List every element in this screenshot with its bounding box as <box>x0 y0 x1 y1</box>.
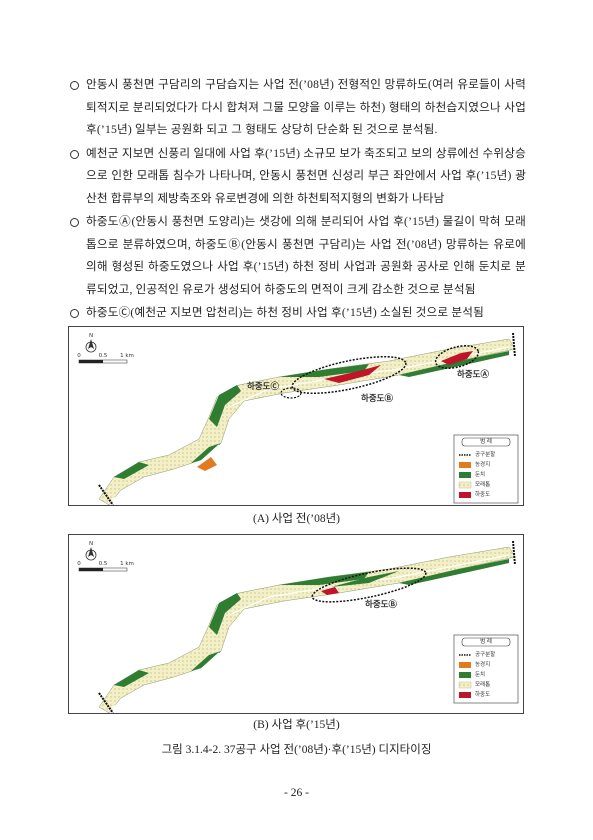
scale-label: 0 <box>77 353 81 359</box>
map: N 0 0.5 1 km 하중도Ⓒ 하중도Ⓑ 하중도Ⓐ 범 례 공구분할 농경지… <box>77 332 519 506</box>
figure-subcaption: (A) 사업 전(’08년) <box>252 513 341 525</box>
map-label: 하중도Ⓑ <box>361 393 393 404</box>
scale-label: 0.5 <box>99 353 108 359</box>
boundary <box>434 345 480 369</box>
legend-item: 농경지 <box>475 660 490 668</box>
scale-label: 1 km <box>120 353 134 359</box>
island <box>441 351 473 365</box>
figure-caption: 그림 3.1.4-2. 37공구 사업 전(’08년)·후(’15년) 디지타이… <box>161 744 432 756</box>
map-figure: N 0 0.5 1 km 하중도Ⓒ 하중도Ⓑ 하중도Ⓐ 범 례 공구분할 농경지… <box>68 326 524 506</box>
legend-item: 공구분할 <box>475 450 495 458</box>
map-label: 하중도Ⓑ <box>365 599 397 610</box>
legend: 범 례 공구분할 농경지 둔치 모래톱 하중도 <box>453 634 519 704</box>
figure-subcaption: (B) 사업 후(’15년) <box>253 719 340 731</box>
boundary <box>280 387 302 399</box>
legend-item: 하중도 <box>475 690 490 698</box>
legend: 범 례 공구분할 농경지 둔치 모래톱 하중도 <box>453 434 519 504</box>
boundary <box>291 356 407 394</box>
legend-item: 모래톱 <box>475 680 490 688</box>
island <box>324 365 381 383</box>
map: N 0 0.5 1 km 하중도Ⓑ 범 례 공구분할 농경지 둔치 모래톱 하중… <box>77 540 519 714</box>
legend-title: 범 례 <box>480 637 492 645</box>
bullet-list: 안동시 풍천면 구담리의 구담습지는 사업 전(’08년) 전형적인 망류하도(… <box>68 74 526 326</box>
map-label: 하중도Ⓒ <box>247 381 279 392</box>
scale-label: 0 <box>77 561 81 567</box>
scale-label: 1 km <box>120 561 134 567</box>
bullet: 예천군 지보면 신풍리 일대에 사업 후(’15년) 소규모 보가 축조되고 보… <box>68 143 526 211</box>
north-label: N <box>89 541 93 547</box>
legend-item: 둔치 <box>475 670 485 678</box>
bullet: 안동시 풍천면 구담리의 구담습지는 사업 전(’08년) 전형적인 망류하도(… <box>68 74 526 142</box>
legend-item: 모래톱 <box>475 480 490 488</box>
map-figure: N 0 0.5 1 km 하중도Ⓑ 범 례 공구분할 농경지 둔치 모래톱 하중… <box>68 534 524 714</box>
farmland <box>197 457 217 471</box>
north-label: N <box>89 333 93 339</box>
page-number: - 26 - <box>284 787 309 799</box>
island <box>321 587 339 595</box>
bullet: 하중도Ⓒ(예천군 지보면 압천리)는 하천 정비 사업 후(’15년) 소실된 … <box>68 302 526 325</box>
legend-item: 농경지 <box>475 460 490 468</box>
legend-item: 하중도 <box>475 490 490 498</box>
legend-title: 범 례 <box>480 437 492 445</box>
legend-item: 둔치 <box>475 470 485 478</box>
terrace <box>331 571 399 587</box>
scale-label: 0.5 <box>99 561 108 567</box>
legend-item: 공구분할 <box>475 650 495 658</box>
bullet: 하중도Ⓐ(안동시 풍천면 도양리)는 샛강에 의해 분리되어 사업 후(’15년… <box>68 211 526 301</box>
map-label: 하중도Ⓐ <box>457 369 489 380</box>
